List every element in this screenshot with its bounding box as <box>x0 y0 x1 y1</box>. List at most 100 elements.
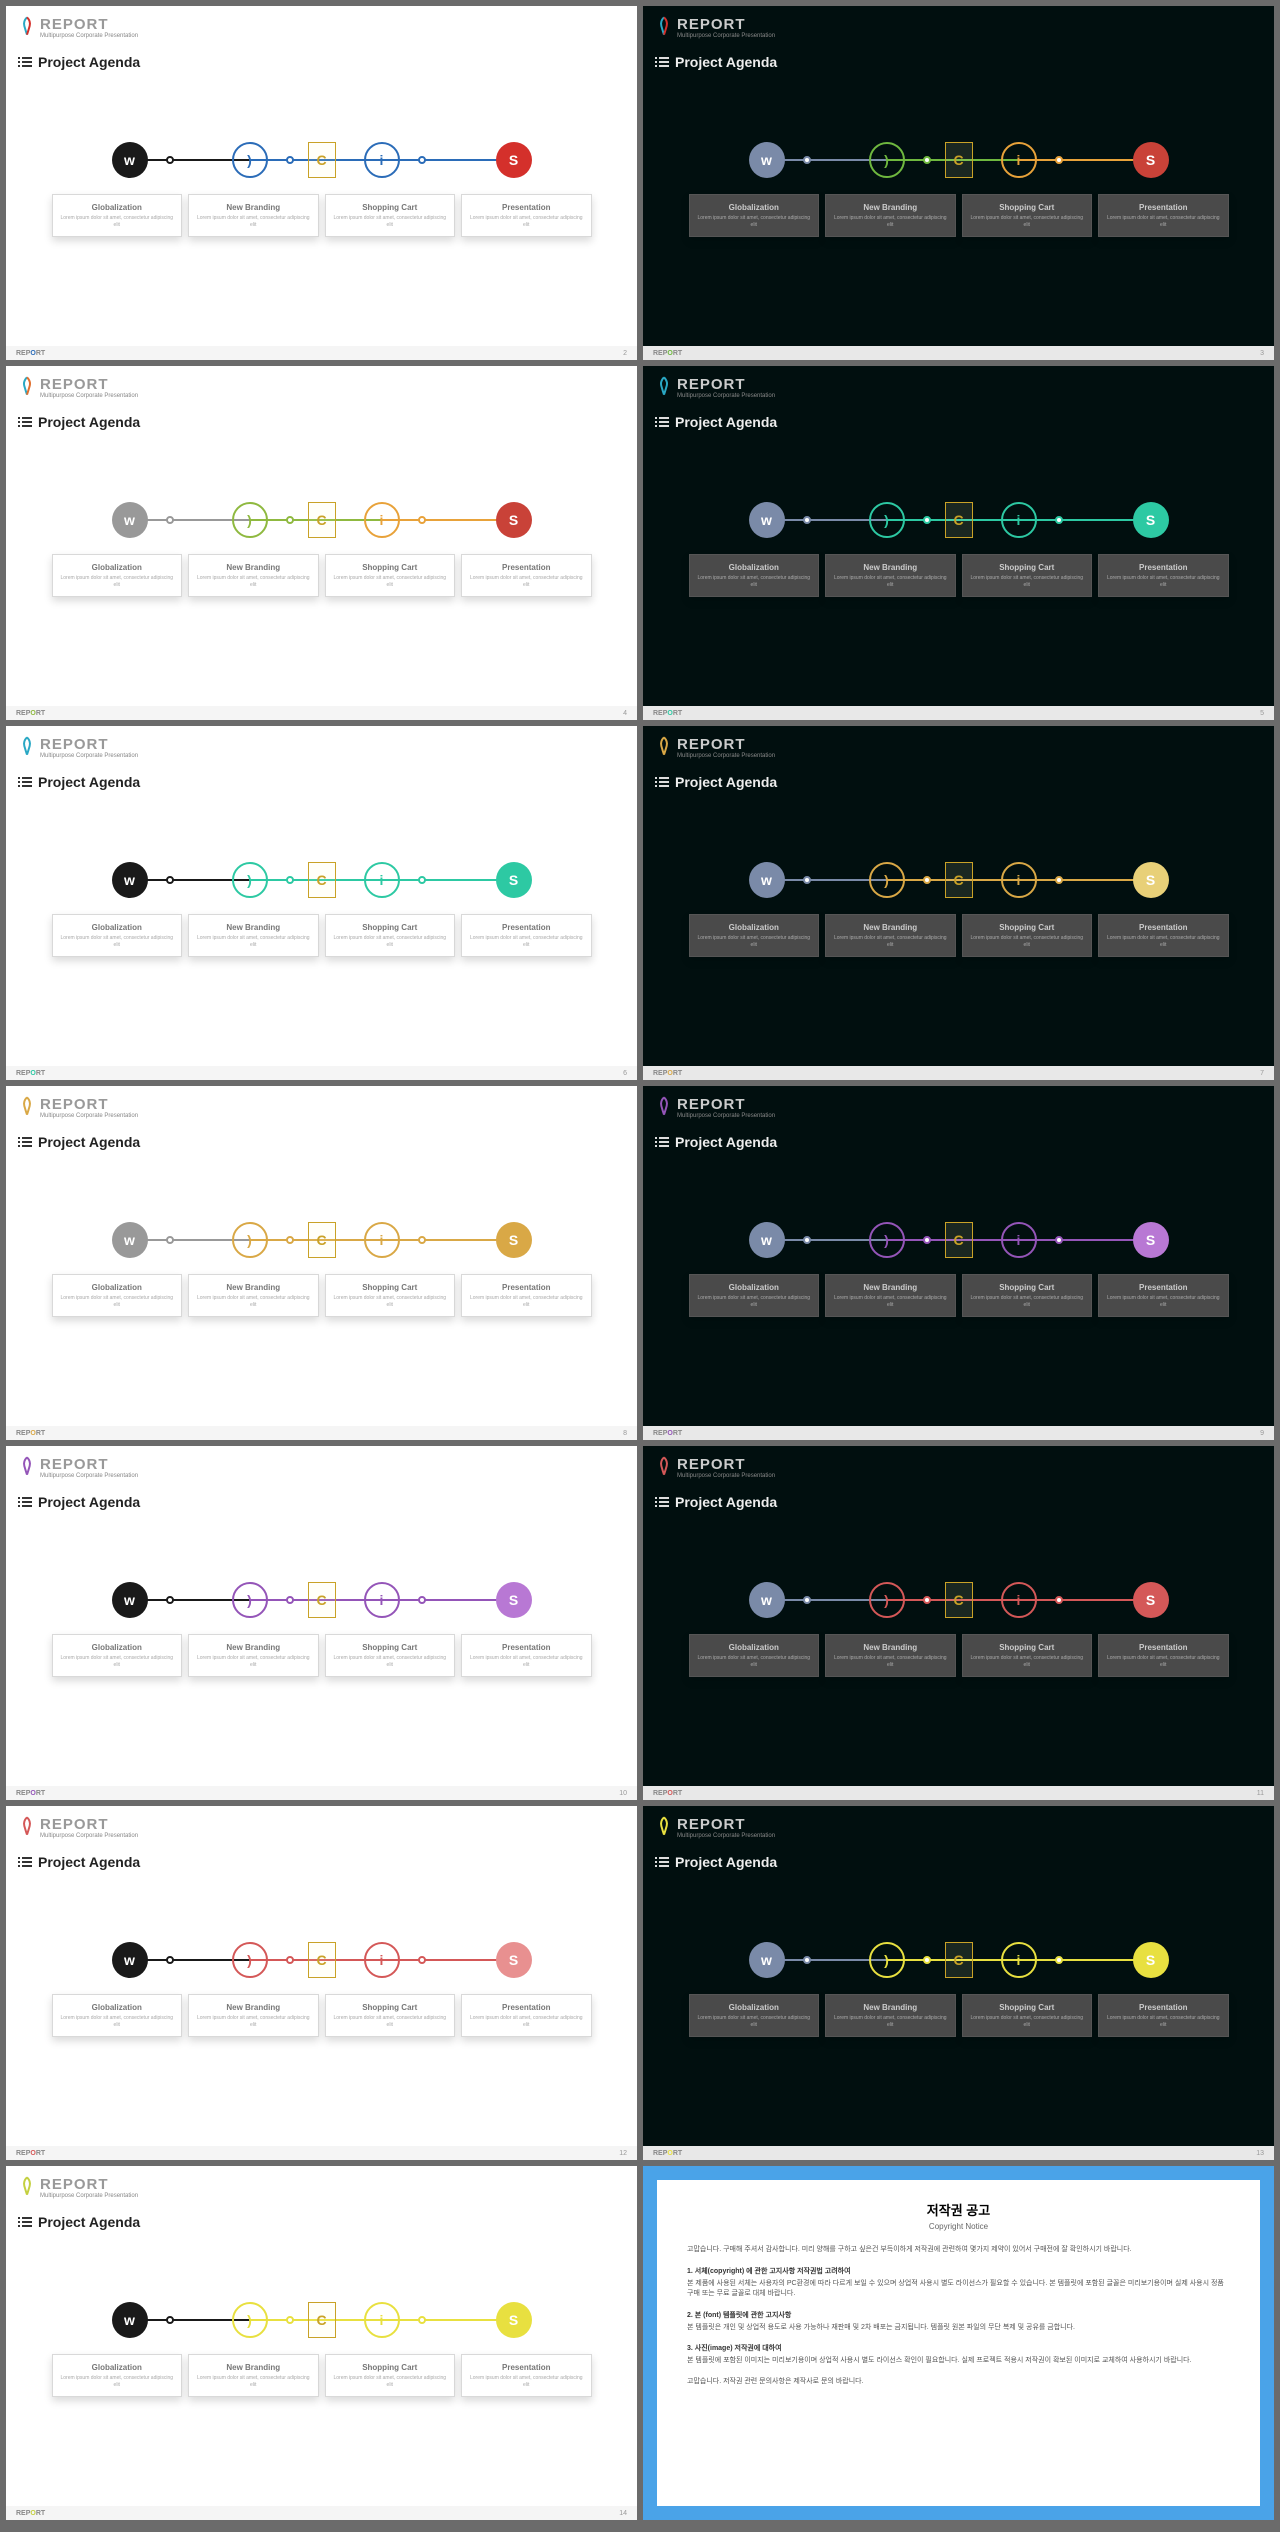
node-3: i <box>1001 1582 1037 1618</box>
list-icon <box>22 777 32 787</box>
node-1: w <box>112 862 148 898</box>
connector-dot <box>1055 156 1063 164</box>
slide-footer: REPORT8 <box>6 1426 637 1440</box>
info-card: Shopping CartLorem ipsum dolor sit amet,… <box>325 2354 456 2397</box>
card-title: Presentation <box>468 923 585 932</box>
card-desc: Lorem ipsum dolor sit amet, consectetur … <box>332 575 449 588</box>
connector-dot <box>166 1956 174 1964</box>
card-desc: Lorem ipsum dolor sit amet, consectetur … <box>1105 935 1222 948</box>
card-desc: Lorem ipsum dolor sit amet, consectetur … <box>332 2375 449 2388</box>
agenda-header: Project Agenda <box>659 774 777 790</box>
node-4: S <box>1133 1582 1169 1618</box>
report-subtitle: Multipurpose Corporate Presentation <box>40 33 138 39</box>
page-number: 5 <box>1260 710 1264 717</box>
node-label: i <box>1017 512 1021 528</box>
node-label: ) <box>884 152 889 168</box>
card-desc: Lorem ipsum dolor sit amet, consectetur … <box>468 215 585 228</box>
slide-header: REPORTMultipurpose Corporate Presentatio… <box>20 736 138 759</box>
node-label: ) <box>884 1952 889 1968</box>
center-badge: C <box>945 1582 973 1618</box>
node-2: ) <box>232 1942 268 1978</box>
connector-dot <box>803 1236 811 1244</box>
node-label: i <box>380 1592 384 1608</box>
connector-dot <box>166 2316 174 2324</box>
list-icon <box>659 1137 669 1147</box>
connector-dot <box>166 876 174 884</box>
node-label: S <box>1146 872 1155 888</box>
report-title: REPORT <box>677 736 775 753</box>
node-label: S <box>509 2312 518 2328</box>
slide-header: REPORTMultipurpose Corporate Presentatio… <box>657 1456 775 1479</box>
node-label: S <box>1146 1592 1155 1608</box>
process-chain: w)iSC <box>719 496 1199 544</box>
process-chain: w)iSC <box>719 1216 1199 1264</box>
page-number: 9 <box>1260 1430 1264 1437</box>
node-label: w <box>124 2312 135 2328</box>
list-icon <box>22 1857 32 1867</box>
card-row: GlobalizationLorem ipsum dolor sit amet,… <box>52 1274 592 1317</box>
card-desc: Lorem ipsum dolor sit amet, consectetur … <box>59 575 176 588</box>
agenda-title: Project Agenda <box>675 1494 777 1510</box>
page-number: 4 <box>623 710 627 717</box>
connector-dot <box>1055 1956 1063 1964</box>
card-desc: Lorem ipsum dolor sit amet, consectetur … <box>832 1655 949 1668</box>
info-card: Shopping CartLorem ipsum dolor sit amet,… <box>962 554 1093 597</box>
card-title: Shopping Cart <box>332 203 449 212</box>
agenda-header: Project Agenda <box>22 414 140 430</box>
node-label: w <box>761 512 772 528</box>
node-1: w <box>749 142 785 178</box>
card-title: Globalization <box>59 203 176 212</box>
page-number: 7 <box>1260 1070 1264 1077</box>
section-1-body: 본 제품에 사용된 서체는 사용자의 PC환경에 따라 다르게 보일 수 있으며… <box>687 2279 1230 2300</box>
logo-icon <box>20 1816 34 1836</box>
agenda-header: Project Agenda <box>22 2214 140 2230</box>
report-title: REPORT <box>40 736 138 753</box>
process-chain: w)iSC <box>82 856 562 904</box>
notice-title: 저작권 공고 <box>687 2200 1230 2219</box>
connector-dot <box>803 1956 811 1964</box>
card-title: New Branding <box>195 2363 312 2372</box>
agenda-title: Project Agenda <box>38 1134 140 1150</box>
connector-dot <box>418 1236 426 1244</box>
info-card: GlobalizationLorem ipsum dolor sit amet,… <box>689 1274 820 1317</box>
node-2: ) <box>232 2302 268 2338</box>
footer-label: REPORT <box>16 710 45 717</box>
slide-header: REPORTMultipurpose Corporate Presentatio… <box>20 1096 138 1119</box>
card-title: Shopping Cart <box>332 923 449 932</box>
process-chain: w)iSC <box>719 1936 1199 1984</box>
list-icon <box>659 417 669 427</box>
info-card: GlobalizationLorem ipsum dolor sit amet,… <box>52 2354 183 2397</box>
center-badge: C <box>945 862 973 898</box>
node-label: S <box>509 512 518 528</box>
process-chain: w)iSC <box>82 1936 562 1984</box>
node-label: i <box>1017 1592 1021 1608</box>
card-desc: Lorem ipsum dolor sit amet, consectetur … <box>969 2015 1086 2028</box>
connector-dot <box>923 876 931 884</box>
card-row: GlobalizationLorem ipsum dolor sit amet,… <box>52 554 592 597</box>
card-title: Globalization <box>59 1643 176 1652</box>
card-desc: Lorem ipsum dolor sit amet, consectetur … <box>59 2015 176 2028</box>
card-desc: Lorem ipsum dolor sit amet, consectetur … <box>832 215 949 228</box>
node-label: S <box>509 872 518 888</box>
agenda-title: Project Agenda <box>38 2214 140 2230</box>
card-title: New Branding <box>195 563 312 572</box>
card-desc: Lorem ipsum dolor sit amet, consectetur … <box>1105 215 1222 228</box>
node-label: ) <box>247 152 252 168</box>
logo-icon <box>20 736 34 756</box>
node-label: i <box>380 1952 384 1968</box>
node-label: ) <box>247 1952 252 1968</box>
agenda-title: Project Agenda <box>675 1134 777 1150</box>
connector-dot <box>166 1236 174 1244</box>
node-label: i <box>1017 872 1021 888</box>
card-title: Presentation <box>468 2003 585 2012</box>
slide: REPORTMultipurpose Corporate Presentatio… <box>6 2166 637 2520</box>
node-label: w <box>124 1592 135 1608</box>
info-card: New BrandingLorem ipsum dolor sit amet, … <box>188 1634 319 1677</box>
connector-dot <box>803 876 811 884</box>
node-4: S <box>1133 502 1169 538</box>
card-title: Presentation <box>1105 1283 1222 1292</box>
slide-footer: REPORT13 <box>643 2146 1274 2160</box>
card-desc: Lorem ipsum dolor sit amet, consectetur … <box>832 2015 949 2028</box>
node-label: ) <box>884 1592 889 1608</box>
report-title: REPORT <box>677 16 775 33</box>
